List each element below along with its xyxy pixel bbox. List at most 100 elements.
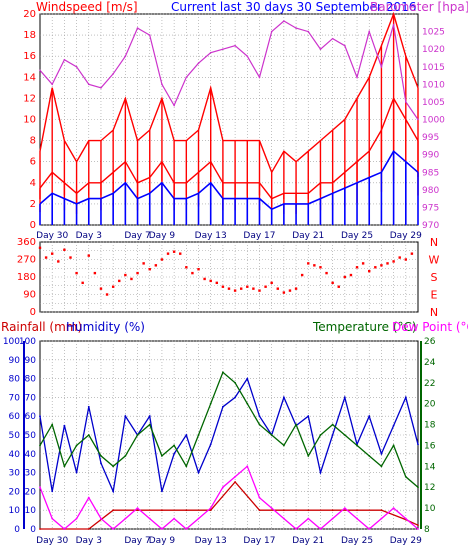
hum-ytick-label: 40 <box>25 450 37 460</box>
wind-ytick-label: 12 <box>23 93 36 104</box>
rain-ytick-label: 60 <box>9 412 21 422</box>
baro-point <box>234 44 236 47</box>
baro-ytick-label: 1000 <box>422 116 445 126</box>
hum-ytick-label: 20 <box>25 487 37 497</box>
temp-point <box>246 402 249 405</box>
hum-ytick-label: 50 <box>25 431 37 441</box>
temp-point <box>295 423 297 426</box>
rain-point <box>258 509 261 512</box>
hum-point <box>368 415 371 418</box>
series-dir <box>38 246 414 296</box>
barometer-title: Barometer [hpa] <box>370 0 468 14</box>
rainfall-title: Rainfall (mm) <box>1 320 82 334</box>
dew-point <box>356 517 358 520</box>
dir-point <box>172 250 176 253</box>
dir-point <box>386 262 389 265</box>
rain-ytick-label: 30 <box>9 469 21 479</box>
baro-point <box>380 65 383 68</box>
dew-point <box>392 507 395 510</box>
dew-point <box>39 486 41 489</box>
hum-point <box>331 434 334 436</box>
dew-point <box>148 517 151 520</box>
hum-point <box>404 396 407 399</box>
dir-point <box>93 271 97 275</box>
hum-ytick-label: 60 <box>25 412 37 422</box>
series-hum <box>39 377 419 494</box>
temp-point <box>319 434 322 436</box>
baro-point <box>331 37 334 40</box>
hum-point <box>222 405 224 408</box>
dir-point <box>294 287 298 290</box>
baro-point <box>246 55 249 57</box>
baro-ytick-label: 1015 <box>422 63 445 73</box>
dir-ytick-label: 270 <box>17 255 36 266</box>
hum-point <box>417 443 419 446</box>
rain-point <box>136 509 139 512</box>
baro-point <box>258 76 261 79</box>
dir-compass-label: W <box>429 254 440 267</box>
dew-point <box>63 528 66 530</box>
dir-point <box>361 262 365 265</box>
baro-ytick-label: 970 <box>422 221 439 231</box>
wind-ytick-label: 0 <box>30 220 36 231</box>
wind-xtick-label: Day 3 <box>76 231 102 241</box>
temp-point <box>185 465 188 468</box>
temp-ytick-label: 18 <box>424 421 436 431</box>
temp-point <box>173 444 176 447</box>
dew-point <box>246 465 249 468</box>
dir-point <box>185 266 188 269</box>
rain-point <box>331 509 334 512</box>
temp-point <box>51 423 54 426</box>
hum-point <box>343 396 346 399</box>
hum-line <box>39 377 419 494</box>
dir-point <box>81 281 84 285</box>
dew-point <box>343 507 346 510</box>
wind-xtick-label: Day 7 <box>124 231 150 241</box>
rain-point <box>380 509 383 512</box>
current-title: Current last 30 days 30 September 2016 <box>171 0 416 14</box>
dir-point <box>221 285 225 288</box>
humidity-title: Humidity (%) <box>66 320 145 334</box>
hum-xtick-label: Day 17 <box>243 536 275 546</box>
hum-point <box>246 377 249 380</box>
dir-point <box>148 268 151 271</box>
series-baro <box>39 20 419 121</box>
rain-point <box>234 481 236 483</box>
chart-titles: Windspeed [m/s] Current last 30 days 30 … <box>1 0 468 334</box>
wind-ytick-label: 8 <box>30 136 36 147</box>
dew-point <box>368 528 371 530</box>
dir-point <box>57 260 60 263</box>
hum-point <box>51 490 54 493</box>
dir-point <box>246 285 249 288</box>
dir-point <box>209 279 212 283</box>
dew-point <box>319 528 322 530</box>
rain-ytick-label: 50 <box>9 431 21 441</box>
dir-point <box>349 273 353 277</box>
baro-point <box>270 30 273 33</box>
hum-xtick-label: Day 7 <box>124 536 150 546</box>
hum-xtick-label: Day 3 <box>76 536 102 546</box>
hum-point <box>112 490 115 493</box>
temp-ytick-label: 22 <box>424 379 435 389</box>
rain-point <box>307 509 310 512</box>
temp-point <box>404 475 407 478</box>
dir-point <box>343 275 347 279</box>
baro-point <box>185 76 188 79</box>
temp-point <box>234 381 236 384</box>
baro-ytick-label: 995 <box>422 133 439 143</box>
dir-point <box>355 266 359 269</box>
dir-point <box>337 285 340 288</box>
temp-ytick-label: 26 <box>424 337 436 347</box>
rain-ytick-label: 70 <box>9 393 21 403</box>
wind-ytick-label: 18 <box>23 30 36 41</box>
baro-point <box>87 83 90 86</box>
dir-ytick-label: 360 <box>17 237 36 248</box>
dir-point <box>160 258 164 261</box>
hum-point <box>392 424 395 427</box>
dir-point <box>87 254 90 257</box>
dew-point <box>161 528 163 530</box>
baro-point <box>356 76 358 79</box>
dir-point <box>154 264 158 267</box>
dew-point <box>417 528 419 530</box>
temp-ytick-label: 24 <box>424 358 436 368</box>
